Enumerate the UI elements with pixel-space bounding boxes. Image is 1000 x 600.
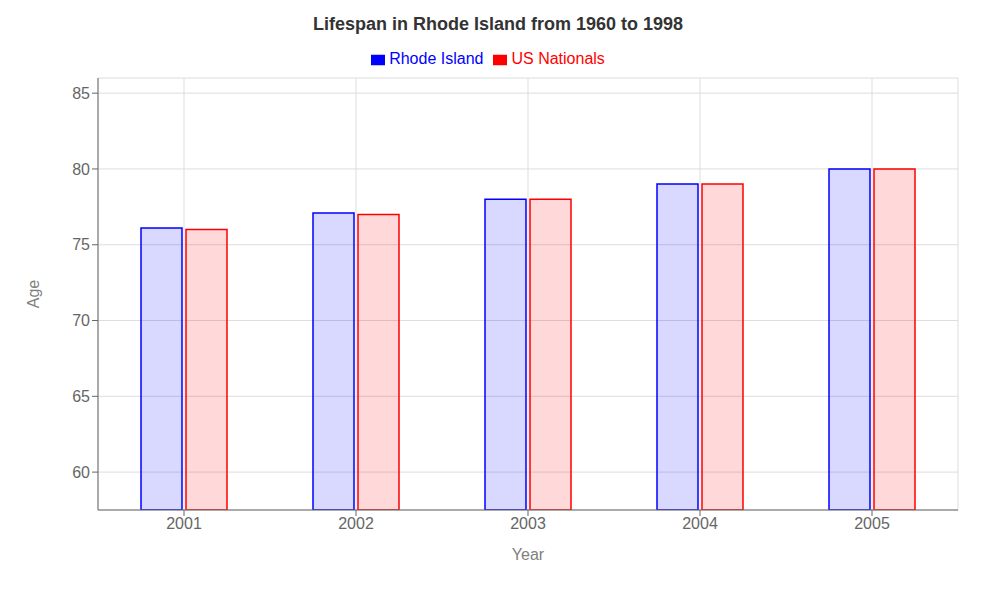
svg-text:Age: Age — [25, 280, 42, 309]
svg-text:60: 60 — [72, 464, 90, 481]
svg-text:65: 65 — [72, 388, 90, 405]
svg-text:70: 70 — [72, 312, 90, 329]
svg-text:Year: Year — [512, 546, 545, 563]
html-text:Lifespan in Rhode Island from: Lifespan in Rhode Island from 1960 to 19… — [312, 14, 683, 34]
svg-text:2003: 2003 — [510, 515, 546, 532]
svg-text:2001: 2001 — [166, 515, 202, 532]
svg-text:2002: 2002 — [338, 515, 374, 532]
html-text:Rhode Island: Rhode Island — [389, 50, 484, 67]
svg-text:2005: 2005 — [854, 515, 890, 532]
svg-text:75: 75 — [72, 236, 90, 253]
svg-text:85: 85 — [72, 85, 90, 102]
html-text:US Nationals: US Nationals — [511, 50, 605, 67]
svg-text:80: 80 — [72, 161, 90, 178]
svg-text:2004: 2004 — [682, 515, 718, 532]
